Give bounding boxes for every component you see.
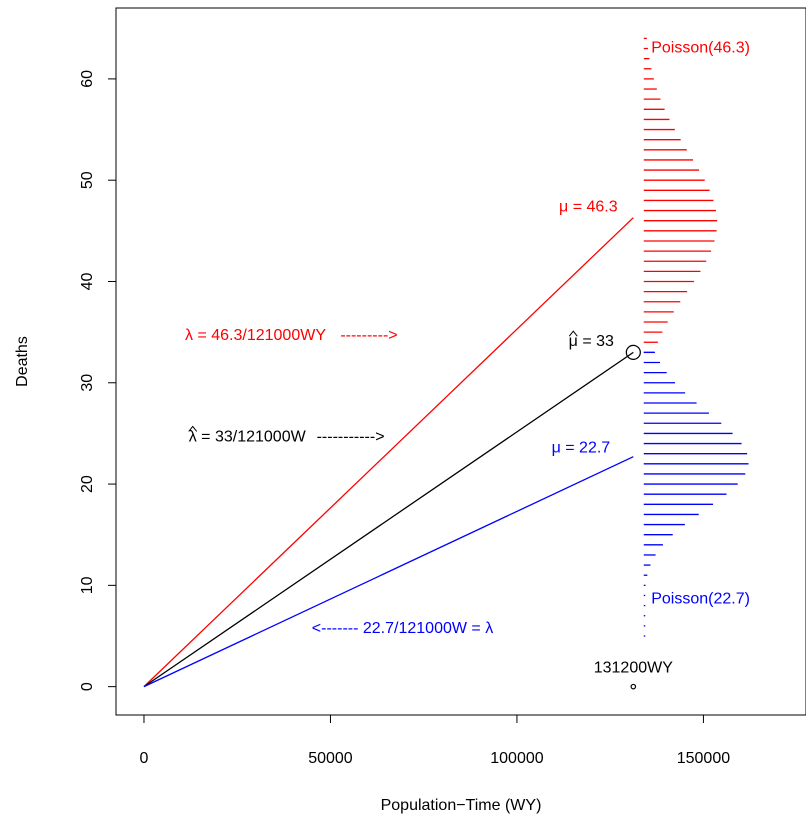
x-axis-title: Population−Time (WY) <box>381 797 542 814</box>
annotation-lambdahat-text: = 33/121000W <box>197 428 307 445</box>
plot-frame <box>115 7 806 716</box>
annotation-muhat: μ = 33 <box>569 333 614 350</box>
annotation-lambdahat: λ = 33/121000W <box>189 428 307 445</box>
x-tick-label: 100000 <box>490 750 543 767</box>
x-tick-label: 150000 <box>677 750 730 767</box>
hat-accent <box>568 330 578 337</box>
y-tick-label: 30 <box>79 374 96 392</box>
y-axis-title: Deaths <box>14 336 31 387</box>
annotation-mu-red-text: = 46.3 <box>568 199 617 216</box>
poisson-label: Poisson(22.7) <box>651 591 750 608</box>
origin-point <box>630 683 637 690</box>
annotation-mu-blue: μ = 22.7 <box>552 440 611 457</box>
chart-labels: Poisson(46.3)Poisson(22.7)μ = 46.3μ = 33… <box>185 39 750 676</box>
chart-marks <box>143 37 749 690</box>
annotation-lambda-red-sym: λ <box>185 327 193 344</box>
series-line <box>143 217 634 688</box>
y-tick-label: 0 <box>79 682 96 691</box>
y-tick-label: 60 <box>79 70 96 88</box>
axes: 0 50000 100000 150000 0 10 20 30 40 50 60 Populatio… <box>14 70 730 814</box>
annotation-muhat-text: = 33 <box>578 333 614 350</box>
annotation-lambdahat-arrow: -----------> <box>317 428 385 445</box>
poisson-label: Poisson(46.3) <box>651 39 750 56</box>
annotation-mu-blue-text: = 22.7 <box>561 440 610 457</box>
estimate-point <box>625 344 641 360</box>
annotation-muhat-sym: μ <box>569 333 578 350</box>
annotation-mu-red: μ = 46.3 <box>559 199 618 216</box>
x-tick-label: 50000 <box>308 750 353 767</box>
point-label: 131200WY <box>594 659 673 676</box>
hat-accent <box>188 425 198 432</box>
annotation-lambda-blue-text: 22.7/121000W = <box>358 620 485 637</box>
annotation-lambda-red-text: = 46.3/121000WY <box>193 327 326 344</box>
y-tick-label: 20 <box>79 475 96 493</box>
annotation-lambda-red: λ = 46.3/121000WY <box>185 327 326 344</box>
series-line <box>143 456 634 688</box>
y-tick-label: 10 <box>79 576 96 594</box>
series-line <box>143 351 634 688</box>
x-tick-label: 0 <box>140 750 149 767</box>
y-tick-label: 40 <box>79 272 96 290</box>
annotation-mu-blue-sym: μ <box>552 440 561 457</box>
annotation-lambda-blue-sym: λ <box>485 620 493 637</box>
y-tick-label: 50 <box>79 171 96 189</box>
annotation-lambda-blue: <------- 22.7/121000W = λ <box>312 620 493 637</box>
annotation-lambdahat-sym: λ <box>189 428 197 445</box>
annotation-lambda-red-arrow: ---------> <box>340 327 397 344</box>
annotation-lambda-blue-arrow: <------- <box>312 620 359 637</box>
annotation-mu-red-sym: μ <box>559 199 568 216</box>
